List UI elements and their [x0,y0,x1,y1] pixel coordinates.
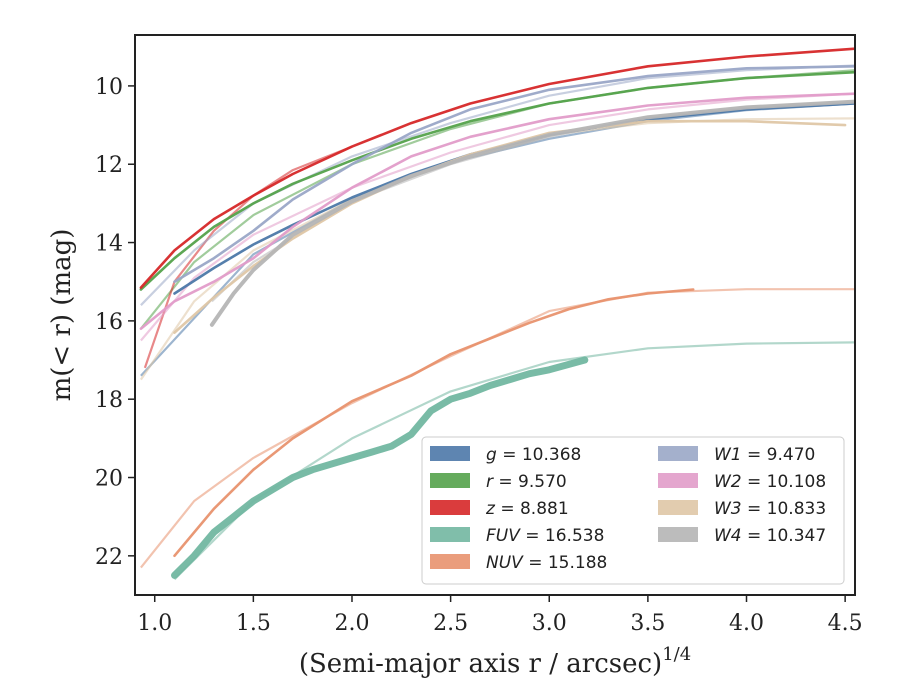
plot-area [139,47,855,581]
legend-label-w4: W4 = 10.347 [714,526,826,546]
x-tick-label: 2.5 [433,611,468,636]
legend-swatch-z [430,500,470,515]
series-line-nuv [173,288,695,558]
y-axis: 10 12 14 16 18 20 22 [95,75,135,570]
y-tick-label: 20 [95,467,123,492]
y-tick-label: 12 [95,153,123,178]
legend-swatch-r [430,473,470,488]
x-axis-title-exponent: 1/4 [662,644,691,665]
legend-box [421,436,845,585]
series-line-w2 [139,92,855,330]
x-tick-label: 4.0 [729,611,764,636]
x-tick-label: 4.5 [828,611,863,636]
x-tick-label: 1.5 [236,611,271,636]
legend-label-fuv: FUV = 16.538 [486,526,604,546]
series-line-z [139,47,855,289]
series-line-w4 [209,99,855,327]
y-tick-label: 18 [95,388,123,413]
legend-label-z: z = 8.881 [485,499,569,519]
series-model-w2 [140,92,855,342]
x-axis-title: (Semi-major axis r / arcsec)1/4 [299,644,691,679]
legend-swatch-w2 [658,473,698,488]
legend-label-w1: W1 = 9.470 [714,445,815,465]
legend-swatch-w3 [658,500,698,515]
legend-label-g: g = 10.368 [486,445,581,465]
series-model-nuv [140,288,855,569]
legend-swatch-w4 [658,527,698,542]
x-axis: 1.0 1.5 2.0 2.5 3.0 3.5 4.0 4.5 [137,595,863,636]
plot-frame [134,34,856,596]
y-tick-label: 14 [95,232,123,257]
y-tick-label: 10 [95,75,123,100]
legend-swatch-g [430,446,470,461]
y-tick-label: 22 [95,545,123,570]
legend-label-nuv: NUV = 15.188 [486,553,607,573]
series-model-w1 [140,64,855,306]
y-tick-label: 16 [95,310,123,335]
series-line-fuv [171,356,589,579]
legend-swatch-nuv [430,554,470,569]
legend-swatch-w1 [658,446,698,461]
legend-label-w2: W2 = 10.108 [714,472,826,492]
legend: g = 10.368 r = 9.570 z = 8.881 FUV = 16.538… [421,436,845,585]
legend-label-w3: W3 = 10.833 [714,499,826,519]
series-line-w1 [173,65,855,283]
x-tick-label: 3.5 [630,611,665,636]
series-model-z [143,145,353,369]
x-tick-label: 3.0 [532,611,567,636]
legend-label-r: r = 9.570 [486,472,567,492]
legend-swatch-fuv [430,527,470,542]
x-tick-label: 2.0 [334,611,369,636]
y-axis-title: m(< r) (mag) [47,229,77,402]
x-tick-label: 1.0 [137,611,172,636]
